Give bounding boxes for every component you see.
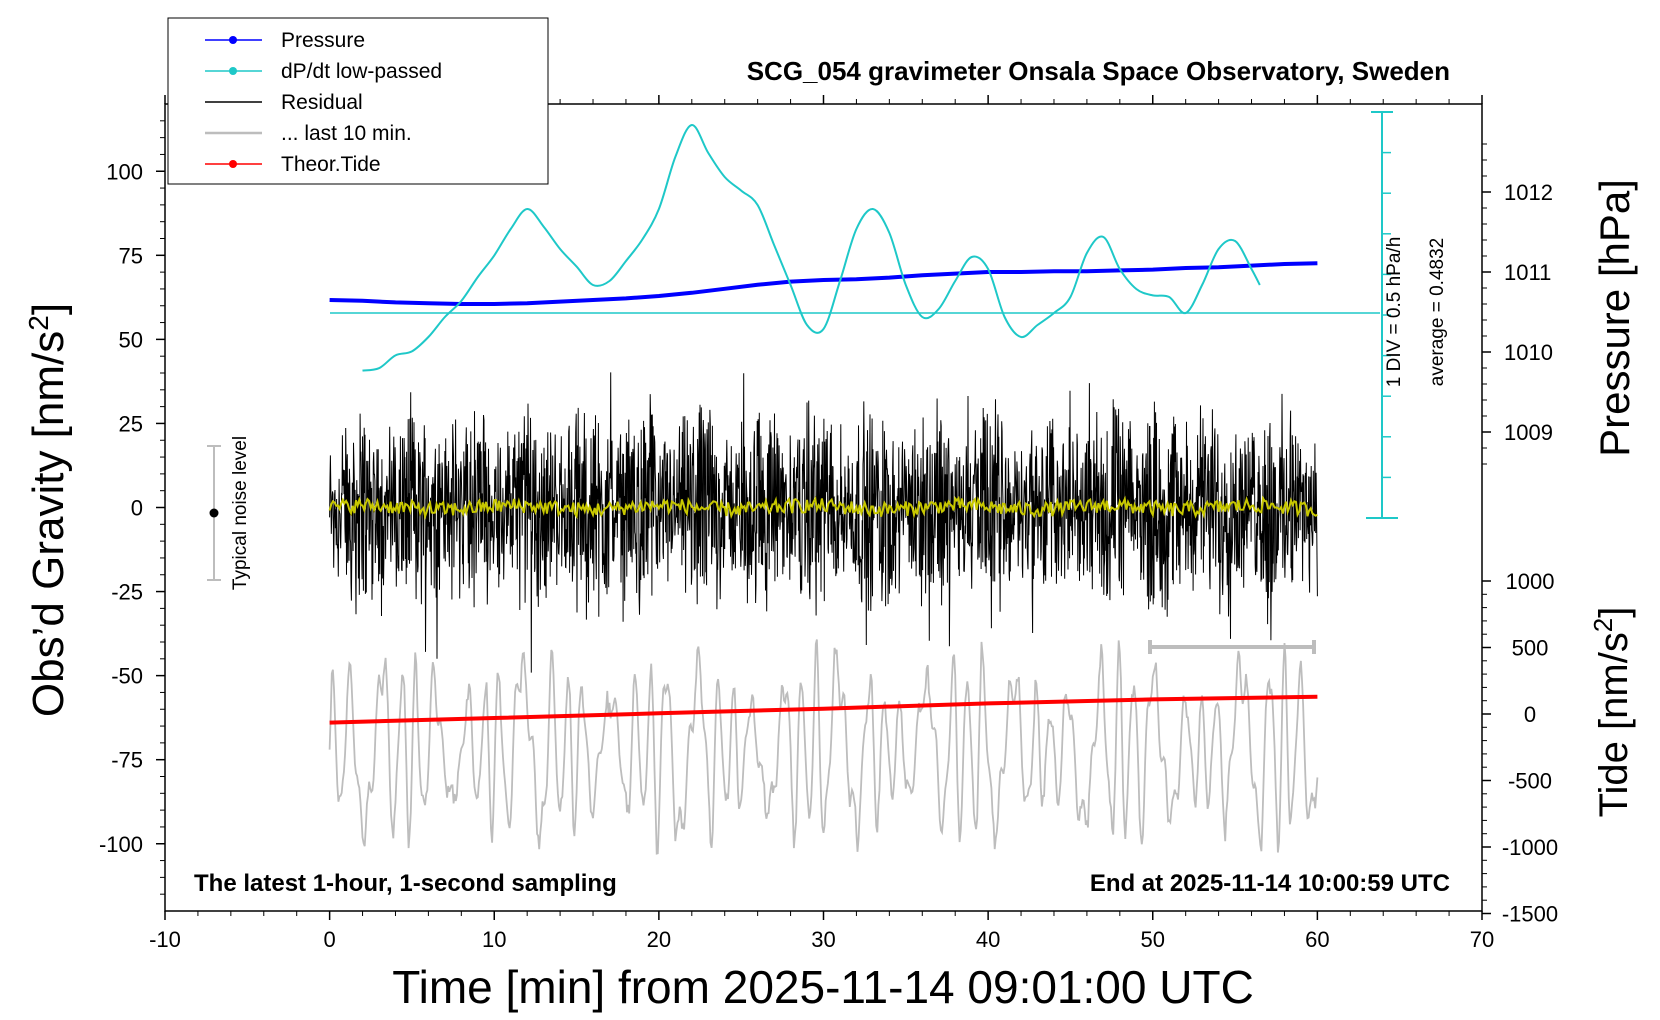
x-tick-label: 30 [811,927,835,952]
y-axis-left-label: Obs’d Gravity [nm/s2] [23,303,74,717]
x-tick-label: 70 [1470,927,1494,952]
y-tick-label: -100 [99,832,143,857]
legend: Pressure dP/dt low-passed Residual ... last… [167,17,549,185]
tide-tick-label: 0 [1524,702,1536,727]
pressure-tick-label: 1010 [1504,340,1553,365]
dpdt-series [362,124,1261,372]
tide-axis-ticks: 1000 500 0 -500 -1000 -1500 [1482,569,1558,927]
residual-line [329,372,1318,673]
pressure-line [329,261,1318,306]
bottom-left-note: The latest 1-hour, 1-second sampling [194,870,617,897]
tide-tick-label: 500 [1512,636,1549,661]
y-tick-label: -75 [111,748,143,773]
dpdt-line [362,124,1261,372]
legend-box [167,17,549,185]
x-tick-label: 60 [1305,927,1329,952]
y-tick-label: -25 [111,580,143,605]
y-axis-left-ticks: 100 75 50 25 0 -25 -50 -75 -100 [99,120,165,895]
tide-tick-label: 1000 [1506,569,1555,594]
last-10-min-series [328,639,1319,855]
dpdt-scale-label: 1 DIV = 0.5 hPa/h [1384,237,1405,388]
y-tick-label: 50 [119,327,143,352]
pressure-tick-label: 1009 [1504,420,1553,445]
tide-axis-label: Tide [nm/s2] [1588,607,1636,818]
dpdt-scale-bar [1366,111,1398,519]
noise-level-label: Typical noise level [230,436,251,590]
legend-marker [229,160,237,168]
tide-tick-label: -1500 [1502,902,1558,927]
last-10-min-line [328,639,1319,855]
x-tick-label: 20 [647,927,671,952]
pressure-axis-ticks: 1012 1011 1010 1009 [1482,143,1553,465]
theor-tide-series [329,694,1318,725]
pressure-series [329,261,1318,306]
legend-label: Residual [281,91,363,114]
dpdt-average-label: average = 0.4832 [1427,238,1448,386]
legend-label: Theor.Tide [281,153,381,176]
legend-marker [229,36,237,44]
x-axis-label: Time [min] from 2025-11-14 09:01:00 UTC [392,961,1254,1013]
residual-smoothed-series [328,495,1318,521]
legend-label: Pressure [281,29,365,52]
y-tick-label: 75 [119,243,143,268]
residual-smoothed-line [328,495,1318,521]
x-tick-label: 0 [324,927,336,952]
legend-label: ... last 10 min. [281,122,412,145]
residual-series [329,372,1318,673]
x-tick-label: 40 [976,927,1000,952]
legend-label: dP/dt low-passed [281,60,442,83]
tide-tick-label: -500 [1508,769,1552,794]
legend-marker [229,67,237,75]
y-tick-label: 100 [106,159,143,184]
tide-tick-label: -1000 [1502,835,1558,860]
bottom-right-note: End at 2025-11-14 10:00:59 UTC [1090,870,1450,897]
tide-line [329,694,1318,725]
last-10-min-bracket [1148,640,1316,654]
x-tick-label: 50 [1141,927,1165,952]
x-tick-label: 10 [482,927,506,952]
y-tick-label: 0 [131,496,143,521]
y-tick-label: -50 [111,664,143,689]
x-tick-label: -10 [149,927,181,952]
noise-level-marker [207,445,221,581]
chart-title: SCG_054 gravimeter Onsala Space Observat… [747,56,1450,86]
pressure-tick-label: 1011 [1504,260,1551,285]
pressure-tick-label: 1012 [1504,180,1553,205]
y-tick-label: 25 [119,411,143,436]
pressure-axis-label: Pressure [hPa] [1591,179,1638,457]
